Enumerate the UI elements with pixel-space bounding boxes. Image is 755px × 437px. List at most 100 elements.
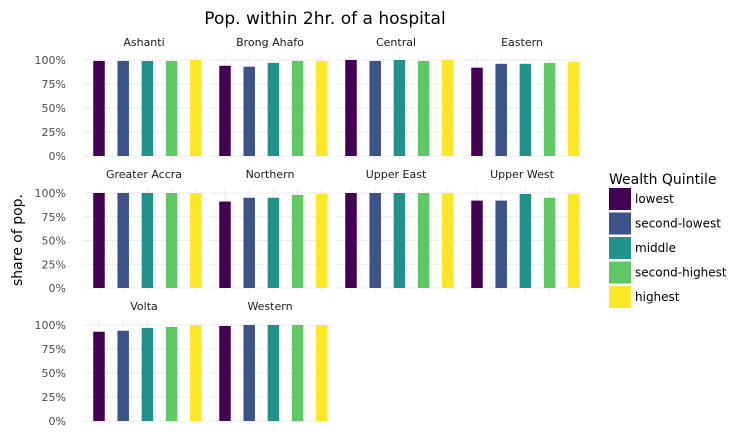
bar-middle xyxy=(267,325,280,421)
bar-second-lowest xyxy=(117,330,129,421)
y-tick-label: 75% xyxy=(42,78,66,91)
y-tick-label: 100% xyxy=(35,187,66,200)
bar-lowest xyxy=(345,193,357,288)
y-axis-label: share of pop. xyxy=(10,194,26,286)
facet-label: Central xyxy=(376,36,416,49)
legend-swatch-second-lowest xyxy=(609,212,631,235)
bar-second-lowest xyxy=(369,60,381,156)
bar-highest xyxy=(190,60,202,156)
y-tick-label: 100% xyxy=(35,54,66,67)
bar-second-highest xyxy=(417,60,430,156)
bar-second-lowest xyxy=(243,197,255,288)
facet-label: Eastern xyxy=(501,36,543,49)
facet-label: Greater Accra xyxy=(106,168,182,181)
y-tick-label: 25% xyxy=(42,126,66,139)
legend-label-lowest: lowest xyxy=(635,192,674,206)
legend-label-highest: highest xyxy=(635,290,680,304)
bar-second-highest xyxy=(165,193,178,288)
facet-label: Volta xyxy=(130,300,158,313)
facet-label: Brong Ahafo xyxy=(236,36,304,49)
bar-highest xyxy=(442,193,454,288)
bar-second-highest xyxy=(543,62,556,156)
y-tick-label: 25% xyxy=(42,258,66,271)
legend-swatch-lowest xyxy=(609,188,631,210)
facet-panel-greater-accra: Greater Accra 0% 25% 50% 75% 100% xyxy=(35,168,204,295)
bar-second-highest xyxy=(291,194,304,288)
bar-middle xyxy=(141,60,154,156)
legend-entries: lowest second-lowest middle second-highest h… xyxy=(609,188,727,308)
bar-second-highest xyxy=(417,193,430,288)
facet-label: Western xyxy=(247,300,292,313)
bar-second-highest xyxy=(165,60,178,156)
facet-panel-northern: Northern xyxy=(210,168,330,293)
y-tick-label: 0% xyxy=(49,282,66,295)
facet-panel-upper-east: Upper East xyxy=(336,168,456,293)
bar-second-lowest xyxy=(117,60,129,156)
bar-lowest xyxy=(345,60,357,156)
bar-second-highest xyxy=(543,197,556,288)
y-tick-label: 75% xyxy=(42,343,66,356)
legend: Wealth Quintile lowest second-lowest middl… xyxy=(609,172,727,308)
y-tick-label: 50% xyxy=(42,367,66,380)
bar-highest xyxy=(190,193,202,288)
bar-middle xyxy=(141,193,154,288)
bar-middle xyxy=(141,327,154,421)
legend-label-second-highest: second-highest xyxy=(635,266,727,280)
legend-swatch-middle xyxy=(609,237,631,259)
facet-label: Upper West xyxy=(490,168,555,181)
facet-label: Upper East xyxy=(366,168,427,181)
bar-highest xyxy=(190,325,202,421)
bar-lowest xyxy=(93,193,105,288)
bar-second-lowest xyxy=(243,66,255,156)
bar-second-highest xyxy=(291,325,304,421)
bar-highest xyxy=(568,193,580,288)
facet-label: Northern xyxy=(246,168,295,181)
legend-swatch-highest xyxy=(609,286,631,308)
bar-lowest xyxy=(93,60,105,156)
legend-label-middle: middle xyxy=(635,241,676,255)
bar-highest xyxy=(442,60,454,156)
bar-lowest xyxy=(219,201,231,288)
bar-second-lowest xyxy=(117,193,129,288)
facet-panel-volta: Volta 0% 25% 50% 75% 100% xyxy=(35,300,204,428)
y-tick-label: 0% xyxy=(49,150,66,163)
bar-second-highest xyxy=(165,326,178,421)
facet-panel-upper-west: Upper West xyxy=(462,168,582,293)
bar-highest xyxy=(316,193,328,288)
bar-lowest xyxy=(219,65,231,156)
bar-middle xyxy=(393,60,406,156)
facet-panel-eastern: Eastern xyxy=(462,36,582,161)
bar-second-lowest xyxy=(369,193,381,288)
legend-swatch-second-highest xyxy=(609,261,631,284)
bar-highest xyxy=(316,60,328,156)
bar-middle xyxy=(519,63,532,157)
legend-label-second-lowest: second-lowest xyxy=(635,217,721,231)
bar-highest xyxy=(568,61,580,156)
facet-label: Ashanti xyxy=(123,36,164,49)
bar-middle xyxy=(393,193,406,288)
bar-second-lowest xyxy=(243,325,255,421)
bar-middle xyxy=(267,197,280,288)
y-tick-label: 75% xyxy=(42,211,66,224)
bar-lowest xyxy=(471,200,483,288)
bar-second-lowest xyxy=(495,200,507,288)
bar-second-highest xyxy=(291,60,304,156)
bar-second-lowest xyxy=(495,63,507,157)
y-tick-label: 50% xyxy=(42,235,66,248)
facet-panels: Ashanti 0% 25% 50% 75% 100% Brong Ahafo Central… xyxy=(35,36,582,428)
bar-lowest xyxy=(471,67,483,156)
bar-lowest xyxy=(219,325,231,421)
y-tick-label: 0% xyxy=(49,415,66,428)
facet-panel-western: Western xyxy=(210,300,330,426)
chart-title: Pop. within 2hr. of a hospital xyxy=(204,9,445,29)
bar-middle xyxy=(267,62,280,156)
y-tick-label: 25% xyxy=(42,391,66,404)
facet-panel-central: Central xyxy=(336,36,456,161)
legend-title: Wealth Quintile xyxy=(609,172,716,188)
bar-lowest xyxy=(93,331,105,421)
facet-panel-brong-ahafo: Brong Ahafo xyxy=(210,36,330,161)
y-tick-label: 50% xyxy=(42,102,66,115)
y-tick-label: 100% xyxy=(35,319,66,332)
bar-middle xyxy=(519,193,532,288)
